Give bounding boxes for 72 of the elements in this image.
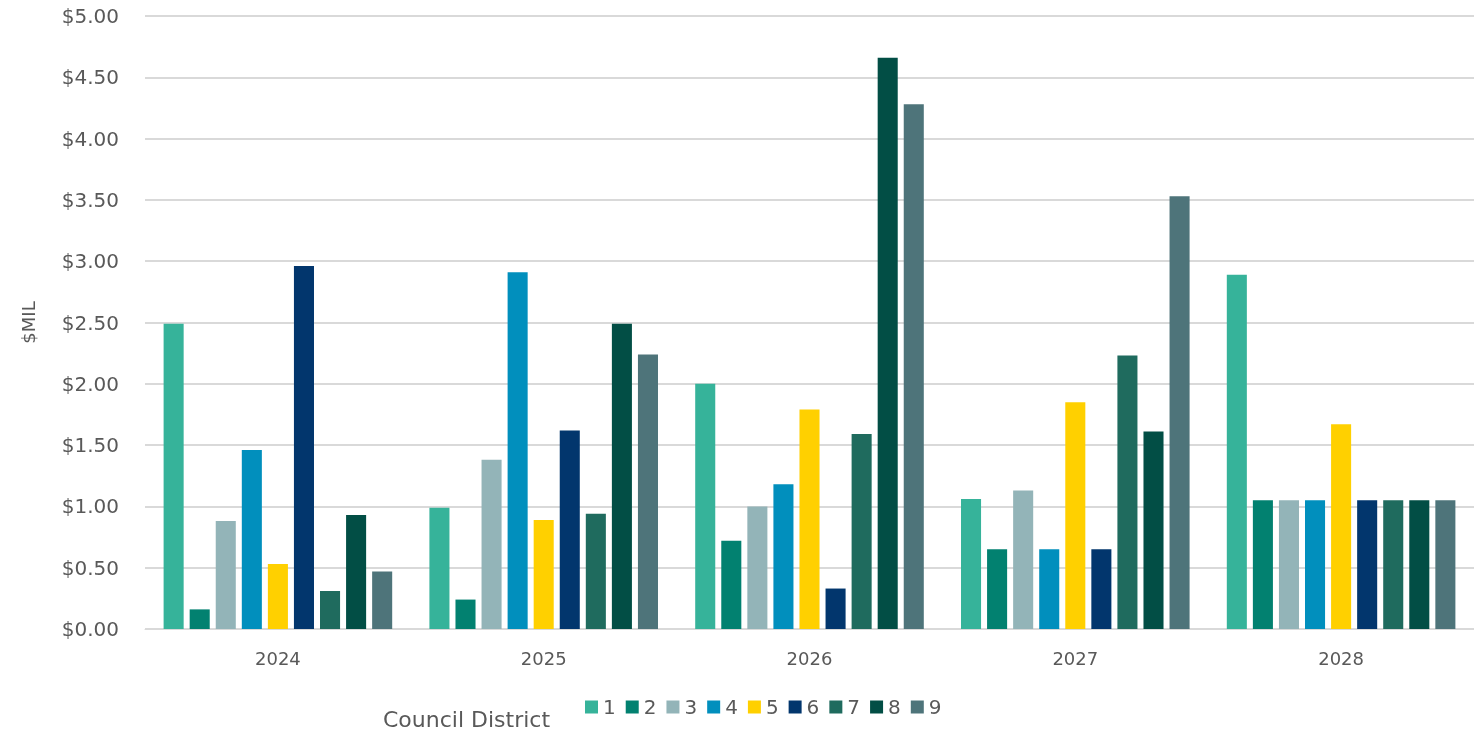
x-tick-label: 2026: [786, 647, 833, 669]
bar: [267, 564, 288, 629]
bar: [241, 450, 262, 629]
x-tick-label: 2028: [1318, 647, 1365, 669]
y-tick-label: $3.00: [61, 249, 119, 274]
bar: [1226, 274, 1247, 629]
bar: [507, 272, 528, 629]
bar: [1143, 431, 1164, 629]
bar: [559, 430, 580, 629]
bar: [1013, 490, 1034, 629]
bar: [825, 588, 846, 629]
x-tick-label: 2027: [1052, 647, 1099, 669]
bar: [1409, 500, 1430, 629]
legend-label: 1: [603, 695, 616, 719]
legend-label: 4: [725, 695, 738, 719]
legend-label: 9: [928, 695, 942, 719]
legend-label: 8: [888, 695, 901, 719]
bar: [1435, 500, 1456, 629]
x-tick-label: 2025: [520, 647, 567, 669]
bar: [1383, 500, 1404, 629]
bar: [1252, 500, 1273, 629]
bar: [429, 507, 450, 629]
bar: [773, 484, 794, 629]
bar: [1278, 500, 1299, 629]
bar: [320, 590, 341, 629]
y-axis-title: $MIL: [17, 301, 39, 344]
bar: [215, 521, 236, 629]
bar: [1305, 500, 1326, 629]
bar: [372, 571, 393, 629]
bar: [721, 540, 742, 629]
bar: [481, 459, 502, 629]
bar: [533, 519, 554, 629]
y-tick-label: $1.00: [61, 494, 119, 519]
bar: [1039, 549, 1060, 629]
x-tick-label: 2024: [254, 647, 301, 669]
y-tick-label: $5.00: [61, 4, 119, 28]
bar: [637, 354, 658, 629]
bar: [747, 506, 768, 629]
bar: [1169, 196, 1190, 629]
y-tick-label: $2.00: [61, 371, 119, 396]
bar: [877, 57, 898, 629]
bar: [611, 323, 632, 629]
bar: [1065, 402, 1086, 629]
bar: [455, 599, 476, 629]
y-tick-label: $2.50: [61, 310, 119, 335]
bar: [1357, 500, 1378, 629]
bar: [293, 266, 314, 629]
legend-label: 2: [643, 695, 657, 719]
bar: [851, 434, 872, 629]
bar: [1091, 549, 1112, 629]
y-tick-label: $4.50: [61, 65, 119, 90]
y-tick-label: $3.50: [61, 187, 119, 212]
y-tick-label: $4.00: [61, 126, 119, 151]
bar: [961, 499, 982, 629]
bar: [987, 549, 1008, 629]
y-tick-label: $0.00: [61, 617, 119, 641]
y-tick-label: $1.50: [61, 433, 119, 458]
bar: [903, 104, 924, 629]
bar: [695, 383, 716, 629]
legend-title: Council District: [383, 706, 551, 730]
bar: [163, 323, 184, 629]
bar: [346, 514, 367, 629]
legend-label: 3: [684, 695, 698, 719]
legend-label: 5: [765, 695, 779, 719]
bar: [799, 409, 820, 629]
bar: [1117, 355, 1138, 629]
bar: [189, 609, 210, 629]
legend-label: 6: [806, 695, 820, 719]
bar: [1331, 424, 1352, 629]
bar: [585, 513, 606, 629]
legend-label: 7: [847, 695, 861, 719]
y-tick-label: $0.50: [61, 555, 119, 580]
